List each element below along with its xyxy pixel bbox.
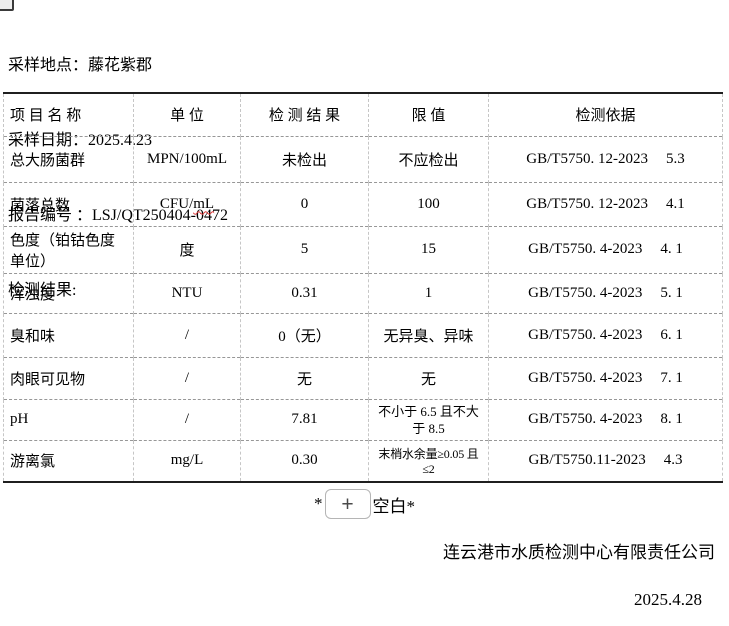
- basis-standard: GB/T5750. 4-2023: [528, 369, 643, 386]
- basis-cell: GB/T5750. 4-2023 7. 1: [488, 356, 723, 399]
- basis-standard: GB/T5750. 4-2023: [528, 411, 643, 427]
- item-name-cell: pH: [3, 398, 134, 440]
- result-cell: 未检出: [240, 135, 369, 182]
- basis-standard: GB/T5750. 12-2023: [526, 195, 648, 212]
- item-name-cell: 游离氯: [3, 439, 134, 482]
- table-row: 臭和味 / 0（无） 无异臭、异味 GB/T5750. 4-2023 6. 1: [3, 312, 723, 357]
- basis-standard: GB/T5750. 12-2023: [526, 150, 648, 167]
- table-header-row: 项 目 名 称 单 位 检 测 结 果 限 值 检测依据: [3, 92, 723, 136]
- table-row: pH / 7.81 不小于 6.5 且不大于 8.5 GB/T5750. 4-2…: [3, 398, 723, 440]
- column-header-result: 检 测 结 果: [240, 92, 369, 136]
- table-row: 菌落总数 CFU/mL 0 100 GB/T5750. 12-2023 4.1: [3, 181, 723, 226]
- insert-suffix-label: 空白*: [372, 496, 416, 516]
- limit-cell: 末梢水余量≥0.05 且≤2: [368, 439, 489, 482]
- item-name-cell: 色度（铂钴色度单位）: [3, 225, 134, 273]
- limit-cell: 无: [368, 356, 489, 399]
- item-name-cell: 总大肠菌群: [3, 135, 134, 182]
- result-cell: 0.30: [240, 439, 369, 482]
- result-cell: 0: [240, 181, 369, 226]
- basis-clause: 5.3: [665, 150, 685, 167]
- item-name-cell: 肉眼可见物: [3, 356, 134, 399]
- basis-cell: GB/T5750. 12-2023 4.1: [488, 181, 723, 226]
- table-row: 色度（铂钴色度单位） 度 5 15 GB/T5750. 4-2023 4. 1: [3, 225, 723, 273]
- item-name-cell: 臭和味: [3, 312, 134, 357]
- unit-cell: NTU: [133, 272, 241, 313]
- basis-clause: 5. 1: [660, 284, 683, 301]
- unit-cell: 度: [133, 225, 241, 273]
- limit-cell: 不应检出: [368, 135, 489, 182]
- unit-text: CFU/: [159, 195, 194, 212]
- basis-cell: GB/T5750. 4-2023 4. 1: [488, 225, 723, 273]
- table-row: 浑浊度 NTU 0.31 1 GB/T5750. 4-2023 5. 1: [3, 272, 723, 313]
- column-header-basis: 检测依据: [488, 92, 723, 136]
- item-name-cell: 浑浊度: [3, 272, 134, 313]
- insert-plus-button[interactable]: +: [324, 489, 371, 519]
- unit-cell: /: [133, 356, 241, 399]
- company-name: 连云港市水质检测中心有限责任公司: [443, 543, 715, 562]
- results-table: 项 目 名 称 单 位 检 测 结 果 限 值 检测依据 总大肠菌群 MPN/1…: [3, 92, 723, 483]
- table-row: 总大肠菌群 MPN/100mL 未检出 不应检出 GB/T5750. 12-20…: [3, 135, 723, 182]
- unit-cell: /: [133, 398, 241, 440]
- basis-cell: GB/T5750. 4-2023 5. 1: [488, 272, 723, 313]
- unit-text-spellcheck-flagged: mL: [193, 195, 215, 212]
- result-cell: 0.31: [240, 272, 369, 313]
- basis-clause: 6. 1: [660, 326, 683, 343]
- basis-cell: GB/T5750. 4-2023 6. 1: [488, 312, 723, 357]
- column-header-limit: 限 值: [368, 92, 489, 136]
- basis-standard: GB/T5750. 4-2023: [528, 241, 643, 257]
- sampling-location-line: 采样地点：藤花紫郡: [8, 57, 153, 74]
- insert-prefix-asterisk: *: [314, 494, 323, 513]
- clipped-corner-artifact: [0, 0, 14, 11]
- unit-cell: /: [133, 312, 241, 357]
- basis-clause: 8. 1: [660, 411, 683, 427]
- report-date: 2025.4.28: [634, 590, 702, 609]
- table-row: 肉眼可见物 / 无 无 GB/T5750. 4-2023 7. 1: [3, 356, 723, 399]
- unit-cell: CFU/mL: [133, 181, 241, 226]
- basis-clause: 7. 1: [660, 369, 683, 386]
- unit-cell: MPN/100mL: [133, 135, 241, 182]
- insert-blank-control: * + 空白*: [0, 489, 729, 519]
- basis-cell: GB/T5750. 12-2023 5.3: [488, 135, 723, 182]
- basis-standard: GB/T5750. 4-2023: [528, 284, 643, 301]
- basis-clause: 4. 1: [660, 241, 683, 257]
- basis-clause: 4.1: [665, 195, 685, 212]
- basis-clause: 4.3: [663, 452, 683, 469]
- table-row: 游离氯 mg/L 0.30 末梢水余量≥0.05 且≤2 GB/T5750.11…: [3, 439, 723, 482]
- limit-cell: 15: [368, 225, 489, 273]
- result-cell: 0（无）: [240, 312, 369, 357]
- basis-standard: GB/T5750. 4-2023: [528, 326, 643, 343]
- limit-cell: 100: [368, 181, 489, 226]
- result-cell: 无: [240, 356, 369, 399]
- limit-cell: 无异臭、异味: [368, 312, 489, 357]
- item-name-cell: 菌落总数: [3, 181, 134, 226]
- column-header-item: 项 目 名 称: [3, 92, 134, 136]
- unit-cell: mg/L: [133, 439, 241, 482]
- limit-cell: 1: [368, 272, 489, 313]
- result-cell: 7.81: [240, 398, 369, 440]
- basis-cell: GB/T5750. 4-2023 8. 1: [488, 398, 723, 440]
- basis-cell: GB/T5750.11-2023 4.3: [488, 439, 723, 482]
- result-cell: 5: [240, 225, 369, 273]
- limit-cell: 不小于 6.5 且不大于 8.5: [368, 398, 489, 440]
- basis-standard: GB/T5750.11-2023: [528, 452, 646, 469]
- column-header-unit: 单 位: [133, 92, 241, 136]
